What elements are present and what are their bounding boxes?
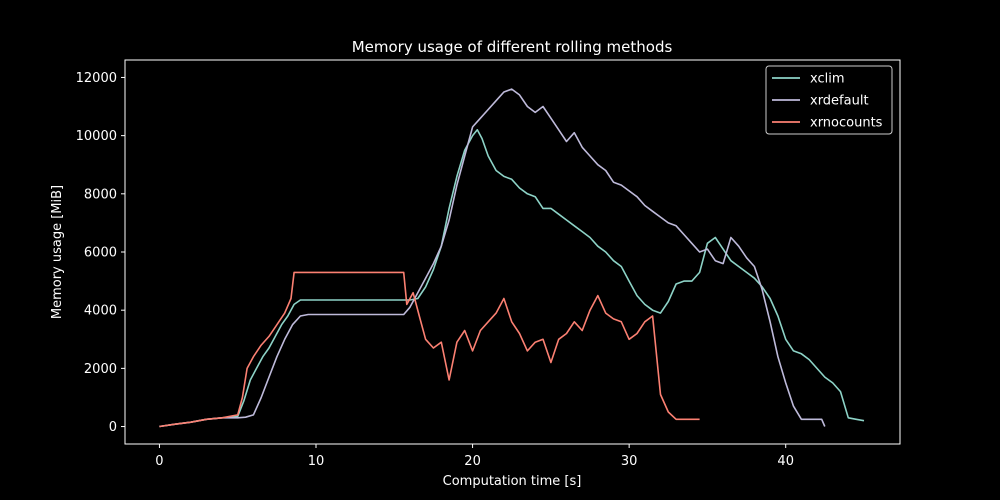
x-tick-label: 0 — [155, 454, 163, 469]
y-tick-label: 0 — [109, 420, 117, 435]
y-tick-label: 2000 — [84, 362, 117, 377]
y-tick-label: 12000 — [76, 71, 117, 86]
x-tick-label: 10 — [308, 454, 325, 469]
series-line-xrdefault — [159, 88, 826, 428]
y-tick-label: 6000 — [84, 246, 117, 261]
legend-label-xrnocounts: xrnocounts — [810, 116, 883, 131]
legend: xclim xrdefault xrnocounts — [765, 65, 893, 135]
legend-box — [765, 65, 893, 135]
chart-title: Memory usage of different rolling method… — [352, 38, 673, 56]
y-axis-label: Memory usage [MiB] — [50, 185, 65, 319]
legend-label-xrdefault: xrdefault — [810, 94, 869, 109]
series-layer — [159, 88, 865, 428]
y-tick-label: 8000 — [84, 187, 117, 202]
x-tick-label: 20 — [464, 454, 481, 469]
ticks-layer: 0 10 20 30 40 0 2000 4000 6000 8000 10000 12000 — [76, 71, 794, 469]
series-line-xrnocounts — [159, 271, 700, 428]
x-tick-label: 30 — [621, 454, 638, 469]
y-tick-label: 10000 — [76, 129, 117, 144]
legend-label-xclim: xclim — [810, 72, 845, 87]
y-tick-label: 4000 — [84, 304, 117, 319]
x-tick-label: 40 — [777, 454, 794, 469]
x-axis-label: Computation time [s] — [443, 474, 582, 489]
